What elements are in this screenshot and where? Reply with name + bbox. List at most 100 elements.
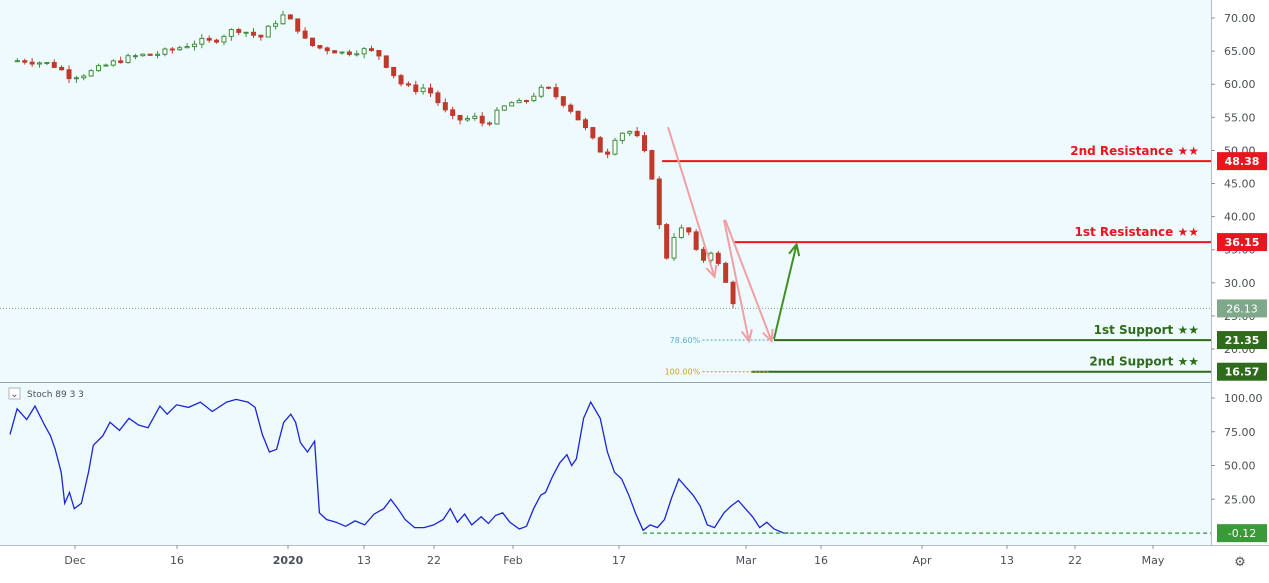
candle-body	[656, 178, 662, 226]
candle-body	[494, 109, 500, 125]
price-tick-label: 65.00	[1224, 45, 1256, 58]
candle-body	[169, 48, 175, 51]
current-price-label: 26.13	[1226, 302, 1258, 315]
price-tick-label: 30.00	[1224, 277, 1256, 290]
candle-body	[309, 37, 315, 47]
price-tick-label: 45.00	[1224, 178, 1256, 191]
indicator-header[interactable]: ⌄ Stoch 89 3 3	[8, 387, 84, 400]
candle-body	[582, 119, 588, 129]
candle-body	[560, 96, 566, 106]
projection-arrow-shaft	[724, 219, 773, 342]
candle-body	[479, 115, 485, 124]
gear-icon[interactable]: ⚙	[1234, 555, 1246, 570]
candle-body	[140, 53, 146, 57]
candle-body	[642, 135, 648, 152]
candle-body	[37, 62, 43, 65]
price-tick-label: 70.00	[1224, 12, 1256, 25]
candle-body	[354, 53, 360, 56]
candle-body	[346, 51, 352, 55]
candle-body	[110, 60, 116, 66]
support-level-name: 1st Support ★★	[1094, 323, 1199, 337]
resistance-level-tag	[1217, 233, 1267, 252]
candle-body	[265, 25, 271, 38]
candle-body	[302, 30, 308, 39]
candle-body	[435, 92, 441, 104]
candle-body	[287, 14, 293, 20]
time-tick-label: 16	[170, 554, 184, 567]
candle-body	[715, 252, 721, 264]
osc-tick-label: 50.00	[1224, 460, 1256, 473]
candle-body	[332, 50, 338, 54]
candle-body	[162, 48, 168, 55]
candle-body	[243, 31, 249, 34]
candle-body	[66, 69, 72, 80]
projection-arrows	[667, 126, 801, 344]
candle-body	[597, 137, 603, 153]
candle-body	[619, 132, 625, 141]
time-tick-label: Apr	[912, 554, 932, 567]
candle-body	[132, 55, 138, 58]
support-level-tag	[1217, 362, 1267, 381]
time-tick-label: Feb	[503, 554, 522, 567]
time-axis-background	[0, 546, 1269, 579]
stochastic-series	[9, 398, 1211, 534]
price-tick-label: 60.00	[1224, 78, 1256, 91]
candle-body	[501, 105, 507, 111]
candle-body	[125, 55, 131, 64]
resistance-level-value: 48.38	[1225, 155, 1260, 168]
time-tick-label: 2020	[273, 554, 304, 567]
candle-body	[177, 47, 183, 51]
candle-body	[730, 281, 736, 305]
price-axis-background	[1212, 0, 1269, 545]
time-tick-label: 17	[612, 554, 626, 567]
candle-body	[221, 35, 227, 43]
projection-arrow-shaft	[723, 219, 750, 342]
candle-body	[369, 48, 375, 51]
candle-body	[627, 130, 633, 134]
candle-body	[317, 45, 323, 49]
candle-body	[457, 114, 463, 121]
candle-body	[442, 102, 448, 111]
projection-arrow-head	[705, 264, 718, 280]
candle-body	[531, 95, 537, 102]
price-tick-label: 40.00	[1224, 211, 1256, 224]
indicator-collapse-button[interactable]	[8, 387, 21, 400]
candle-body	[376, 49, 382, 57]
price-labels: 26.13 48.38 36.15 21.35 16.57 -0.12	[1217, 152, 1267, 543]
osc-tick-label: 25.00	[1224, 493, 1256, 506]
candle-body	[250, 31, 256, 36]
candle-body	[686, 227, 692, 233]
projection-arrow-head	[788, 242, 801, 257]
candle-body	[391, 66, 397, 77]
indicator-label: Stoch 89 3 3	[27, 390, 84, 400]
candle-body	[472, 115, 478, 119]
candle-body	[214, 39, 220, 43]
candle-body	[487, 122, 493, 125]
candle-body	[664, 224, 670, 259]
candle-body	[398, 75, 404, 85]
oscillator-pane-background	[0, 383, 1211, 545]
osc-tick-label: 75.00	[1224, 426, 1256, 439]
support-level-tag	[1217, 331, 1267, 350]
stochastic-line	[9, 398, 789, 534]
candle-body	[29, 61, 35, 65]
time-tick-label: 13	[357, 554, 371, 567]
candle-body	[273, 23, 279, 27]
time-tick-label: May	[1142, 554, 1165, 567]
stochastic-value-tag	[1217, 524, 1267, 543]
candle-body	[361, 48, 367, 55]
candle-body	[206, 37, 212, 41]
projection-arrow-head	[762, 329, 774, 344]
candle-body	[678, 227, 684, 238]
osc-tick-label: 100.00	[1224, 392, 1263, 405]
candle-body	[258, 34, 264, 38]
candle-body	[405, 83, 411, 86]
chevron-down-icon[interactable]: ⌄	[10, 389, 18, 400]
time-tick-label: 16	[814, 554, 828, 567]
candle-body	[339, 51, 345, 54]
price-tick-label: 55.00	[1224, 111, 1256, 124]
candle-body	[96, 65, 102, 72]
candle-body	[546, 86, 552, 89]
stochastic-value-label: -0.12	[1228, 527, 1256, 540]
